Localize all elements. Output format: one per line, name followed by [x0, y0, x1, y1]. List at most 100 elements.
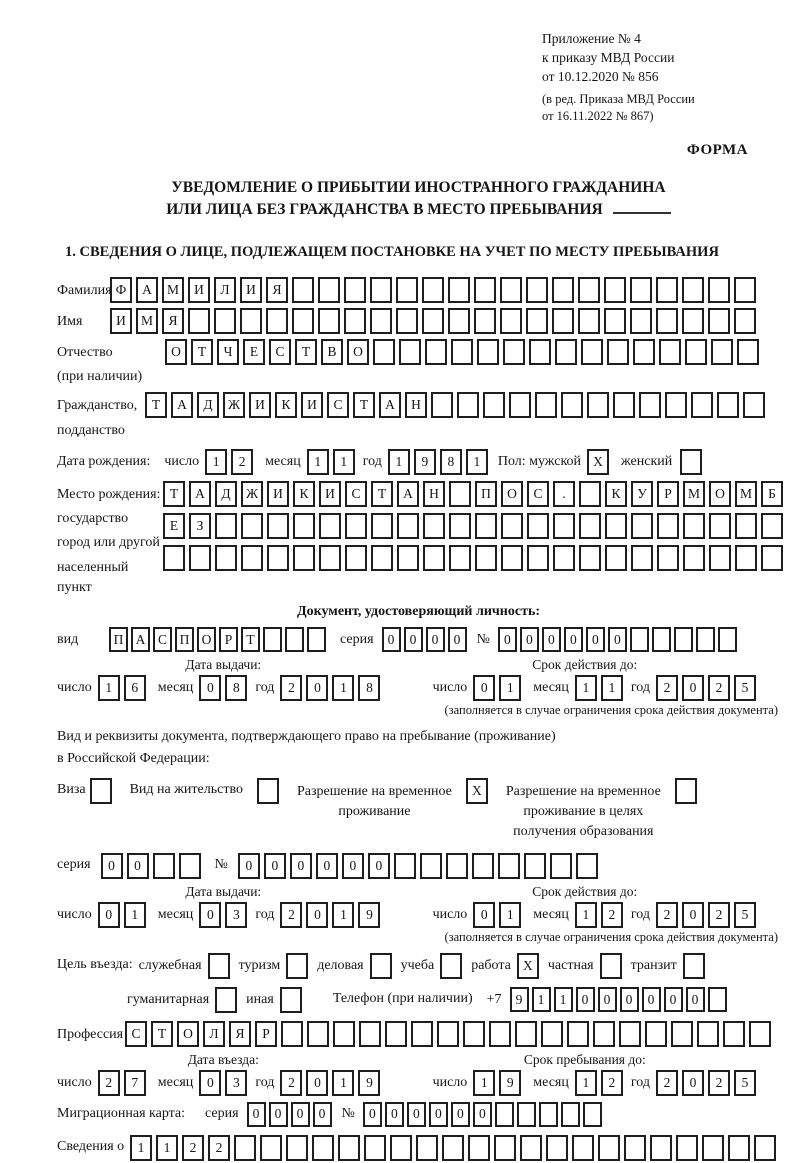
char-box: И [110, 307, 132, 334]
residence-validity-note: (заполняется в случае ограничения срока … [444, 929, 778, 944]
char-box: 2 [600, 1069, 623, 1096]
char-box [633, 338, 655, 365]
purpose-option: учеба [401, 952, 463, 979]
purpose-options-2: гуманитарная иная [127, 986, 311, 1013]
char-box: Р [657, 480, 679, 507]
char-box [281, 1020, 303, 1047]
char-box: О [347, 338, 369, 365]
char-box [605, 512, 627, 539]
char-box [593, 1020, 615, 1047]
form-title-line1: УВЕДОМЛЕНИЕ О ПРИБЫТИИ ИНОСТРАННОГО ГРАЖ… [171, 178, 666, 196]
char-box: Р [219, 627, 238, 653]
char-box [293, 544, 315, 571]
char-box: 2 [280, 901, 303, 928]
char-box [535, 392, 557, 419]
char-box [702, 1134, 724, 1161]
birthdate-label: Дата рождения: [57, 453, 151, 469]
char-box: 2 [231, 448, 254, 475]
char-box: У [631, 480, 653, 507]
char-box: О [165, 338, 187, 365]
char-box: 1 [130, 1134, 152, 1161]
char-box: 0 [541, 627, 561, 653]
purpose-option-label: транзит [630, 957, 677, 973]
char-box: 5 [734, 675, 756, 702]
doc-dates-headers: Дата выдачи: Срок действия до: [57, 657, 780, 673]
char-box: 0 [199, 1069, 222, 1096]
purpose-option-checkbox [599, 952, 622, 979]
residence-series-label: серия [57, 857, 91, 873]
char-box [267, 512, 289, 539]
char-box: 2 [708, 1069, 730, 1096]
char-box [682, 307, 704, 334]
char-box: 0 [473, 901, 496, 928]
char-box: 2 [656, 901, 678, 928]
char-box [735, 544, 757, 571]
char-box: 8 [439, 448, 462, 475]
char-box: З [189, 512, 211, 539]
char-box: 0 [306, 901, 329, 928]
residence-dates-headers: Дата выдачи: Срок действия до: [57, 884, 780, 900]
citizenship-label: Гражданство, подданство [57, 398, 138, 438]
birthplace-boxes-row3 [163, 544, 783, 571]
char-box: Ч [217, 338, 239, 365]
char-box: 2 [208, 1134, 230, 1161]
purpose-row-1: Цель въезда: служебная туризм деловая учеба… [57, 952, 780, 979]
char-box [659, 338, 681, 365]
char-box [607, 338, 629, 365]
char-box [422, 276, 444, 303]
char-box [709, 512, 731, 539]
purpose-label: Цель въезда: [57, 957, 133, 973]
char-box: 6 [123, 675, 146, 702]
purpose-option-checkbox [440, 952, 463, 979]
char-box [538, 1101, 558, 1127]
char-box [497, 852, 520, 879]
char-box [579, 544, 601, 571]
char-box: 0 [447, 627, 467, 653]
name-label: Имя [57, 313, 83, 329]
char-box: Е [163, 512, 185, 539]
residence-permit-label: Вид на жительство [129, 781, 243, 797]
char-box: И [319, 480, 341, 507]
char-box: 0 [663, 987, 683, 1013]
char-box: 0 [199, 675, 222, 702]
purpose-option-label: служебная [138, 957, 202, 973]
char-box [707, 987, 727, 1013]
char-box [598, 1134, 620, 1161]
char-box [489, 1020, 511, 1047]
char-box: 0 [403, 627, 423, 653]
char-box: 2 [280, 675, 303, 702]
char-box: 1 [499, 675, 522, 702]
char-box [307, 627, 326, 653]
identity-doc-heading: Документ, удостоверяющий личность: [296, 604, 541, 620]
char-box: О [709, 480, 731, 507]
char-box: Ж [223, 392, 245, 419]
char-box: 1 [473, 1069, 496, 1096]
char-box: 5 [734, 901, 756, 928]
char-box: М [162, 276, 184, 303]
char-box [691, 392, 713, 419]
char-box: Д [197, 392, 219, 419]
char-box [292, 276, 314, 303]
char-box [448, 276, 470, 303]
char-box [734, 276, 756, 303]
char-box [650, 1134, 672, 1161]
entry-date-header: Дата въезда: [187, 1051, 259, 1067]
char-box: Т [295, 338, 317, 365]
residence-valid-header: Срок действия до: [532, 883, 638, 899]
doc-series-label: серия [340, 631, 374, 647]
char-box: 0 [306, 675, 329, 702]
gender-male-label: Пол: мужской [497, 453, 582, 469]
char-box: Р [255, 1020, 277, 1047]
char-box: 0 [126, 852, 149, 879]
char-box [671, 1020, 693, 1047]
char-box [605, 544, 627, 571]
char-box [286, 1134, 308, 1161]
form-title-line2: ИЛИ ЛИЦА БЕЗ ГРАЖДАНСТВА В МЕСТО ПРЕБЫВА… [57, 199, 780, 221]
purpose-option: работа X [471, 952, 539, 979]
